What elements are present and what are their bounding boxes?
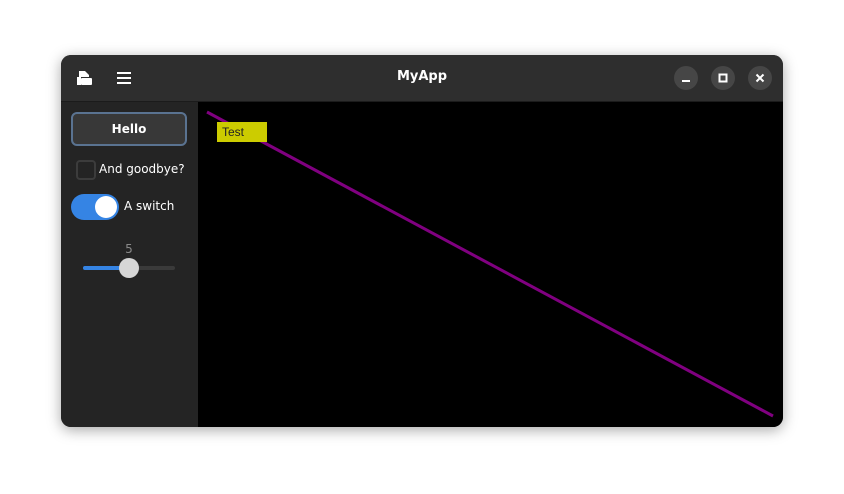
goodbye-checkbox[interactable] xyxy=(76,160,96,180)
slider-value: 5 xyxy=(125,242,133,256)
hello-button[interactable]: Hello xyxy=(71,112,187,146)
maximize-icon xyxy=(718,73,728,83)
header-bar: MyApp xyxy=(61,55,783,102)
drawing-canvas: Test xyxy=(198,102,783,427)
sidebar: Hello And goodbye? A switch 5 xyxy=(61,102,197,427)
close-button[interactable] xyxy=(748,66,772,90)
slider-track[interactable] xyxy=(83,258,175,278)
minimize-button[interactable] xyxy=(674,66,698,90)
minimize-icon xyxy=(682,80,690,82)
hamburger-menu-icon[interactable] xyxy=(114,68,134,88)
switch-toggle[interactable] xyxy=(71,194,119,220)
maximize-button[interactable] xyxy=(711,66,735,90)
app-window: MyApp Hello And goodbye? A switch 5 Test xyxy=(61,55,783,427)
slider-thumb[interactable] xyxy=(119,258,139,278)
test-label: Test xyxy=(217,122,267,142)
window-title: MyApp xyxy=(396,69,448,84)
open-document-icon[interactable] xyxy=(74,68,94,88)
checkbox-label[interactable]: And goodbye? xyxy=(99,162,185,176)
diagonal-line xyxy=(206,110,774,418)
switch-label: A switch xyxy=(124,199,175,213)
slider-fill xyxy=(83,266,129,270)
switch-knob xyxy=(95,196,117,218)
close-icon xyxy=(755,73,765,83)
